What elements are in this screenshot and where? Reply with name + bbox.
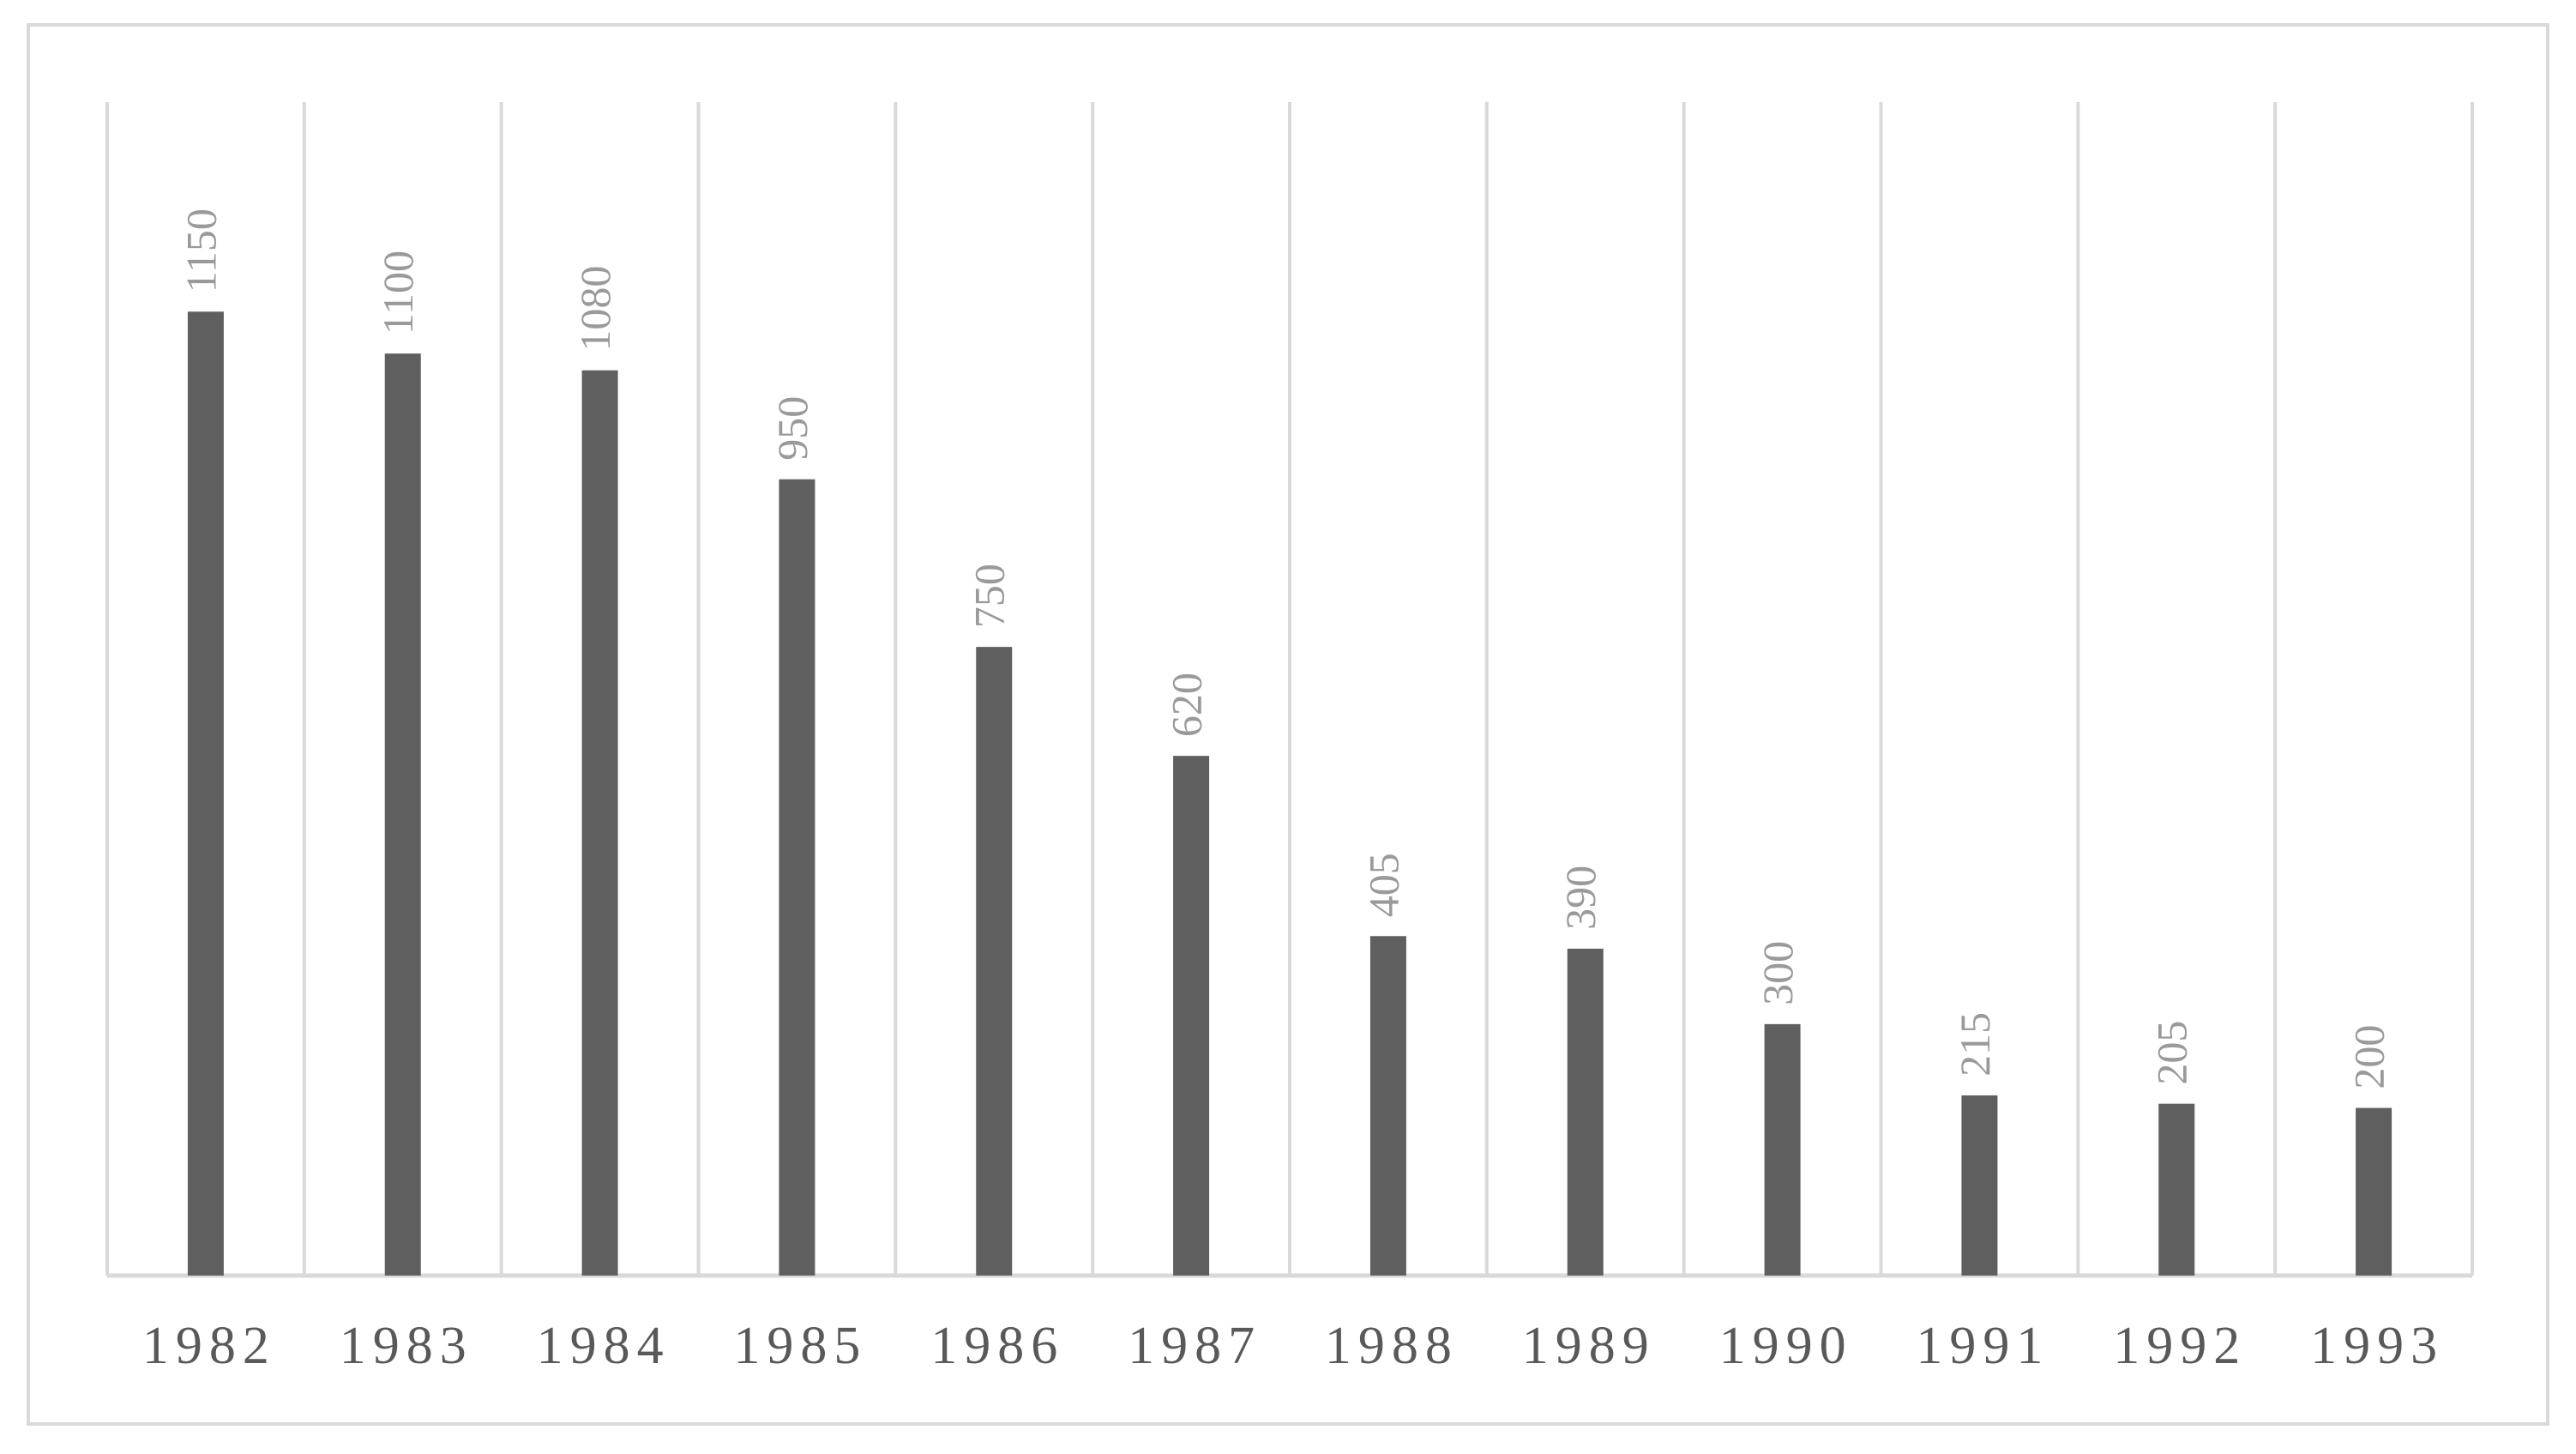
data-label: 405 [1359,853,1407,917]
bar [1567,948,1604,1276]
x-tick-label: 1982 [142,1317,276,1375]
data-label: 300 [1754,941,1802,1005]
x-tick-label: 1990 [1719,1317,1853,1375]
data-label: 950 [768,396,816,461]
data-label: 390 [1556,866,1604,930]
x-tick-label: 1984 [537,1317,671,1375]
x-tick-label: 1992 [2113,1317,2247,1375]
data-label: 1150 [177,208,225,293]
bar [1369,936,1406,1276]
bar [1961,1095,1998,1276]
data-label: 620 [1163,673,1211,737]
x-tick-label: 1983 [340,1317,473,1375]
bar [581,370,618,1276]
bar [779,479,816,1276]
x-tick-label: 1993 [2310,1317,2444,1375]
x-tick-label: 1991 [1916,1317,2049,1375]
data-label: 205 [2148,1021,2196,1085]
bar [2158,1103,2195,1276]
x-tick-label: 1988 [1325,1317,1459,1375]
data-label: 1100 [374,250,422,335]
data-label: 215 [1951,1012,1999,1077]
bar [1764,1023,1801,1276]
data-label: 1080 [571,266,619,352]
bar [187,311,224,1276]
bar [976,647,1013,1276]
x-tick-label: 1989 [1522,1317,1656,1375]
bar [1173,756,1210,1276]
x-tick-label: 1986 [930,1317,1064,1375]
x-tick-label: 1987 [1128,1317,1261,1375]
data-label: 750 [966,564,1014,628]
bar [384,353,421,1276]
data-label: 200 [2345,1025,2393,1089]
x-tick-label: 1985 [733,1317,867,1375]
bar [2356,1107,2392,1276]
